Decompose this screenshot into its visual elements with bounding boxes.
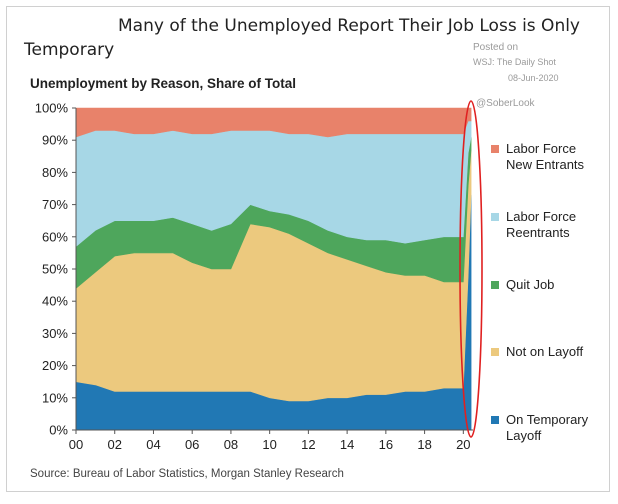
posted-source: WSJ: The Daily Shot — [473, 57, 556, 67]
x-axis: 00 02 04 06 08 10 12 14 16 18 20 — [69, 429, 473, 452]
x-tick-label: 02 — [107, 437, 121, 452]
y-tick-label: 100% — [35, 101, 69, 116]
twitter-handle: @SoberLook — [476, 98, 535, 109]
legend-swatch — [491, 213, 499, 221]
area-labor-force-new-entrants — [75, 107, 472, 138]
y-tick-label: 90% — [42, 133, 68, 148]
x-tick-label: 00 — [69, 437, 83, 452]
y-tick-label: 70% — [42, 197, 68, 212]
legend: Labor Force New Entrants Labor Force Reentr… — [491, 141, 589, 443]
legend-swatch — [491, 416, 499, 424]
legend-swatch — [491, 348, 499, 356]
y-tick-label: 30% — [42, 326, 68, 341]
y-tick-label: 20% — [42, 358, 68, 373]
chart-title-line-2: Temporary — [24, 40, 115, 60]
y-tick-label: 80% — [42, 165, 68, 180]
legend-item-reentrants: Labor Force Reentrants — [491, 209, 576, 240]
y-axis: 0% 10% 20% 30% 40% 50% 60% 70% 80% 90% 100% — [35, 101, 77, 438]
x-tick-label: 04 — [146, 437, 160, 452]
y-tick-label: 60% — [42, 229, 68, 244]
x-tick-label: 08 — [224, 437, 238, 452]
legend-label: Labor Force New Entrants — [506, 141, 585, 172]
chart-title-line-1: Many of the Unemployed Report Their Job … — [118, 16, 580, 36]
chart-areas — [75, 107, 472, 431]
legend-item-temporary-layoff: On Temporary Layoff — [491, 412, 589, 443]
y-tick-label: 40% — [42, 294, 68, 309]
y-tick-label: 0% — [49, 423, 68, 438]
legend-label: Labor Force Reentrants — [506, 209, 576, 240]
chart-frame — [6, 6, 610, 492]
legend-label: On Temporary Layoff — [506, 412, 589, 443]
posted-on-label: Posted on — [473, 42, 519, 53]
highlight-ellipse — [459, 100, 483, 438]
legend-label: Not on Layoff — [506, 344, 583, 359]
y-tick-label: 50% — [42, 262, 68, 277]
x-tick-label: 06 — [185, 437, 199, 452]
x-tick-label: 18 — [417, 437, 431, 452]
x-tick-label: 16 — [379, 437, 393, 452]
x-tick-label: 12 — [301, 437, 315, 452]
source-note: Source: Bureau of Labor Statistics, Morg… — [30, 468, 344, 480]
y-tick-label: 10% — [42, 390, 68, 405]
legend-swatch — [491, 145, 499, 153]
legend-item-not-on-layoff: Not on Layoff — [491, 344, 583, 359]
legend-label: Quit Job — [506, 277, 554, 292]
legend-item-new-entrants: Labor Force New Entrants — [491, 141, 585, 172]
legend-item-quit-job: Quit Job — [491, 277, 554, 292]
legend-swatch — [491, 281, 499, 289]
x-tick-label: 10 — [262, 437, 276, 452]
posted-date: 08-Jun-2020 — [508, 73, 559, 83]
x-tick-label: 20 — [456, 437, 470, 452]
x-tick-label: 14 — [340, 437, 354, 452]
chart-subtitle: Unemployment by Reason, Share of Total — [30, 76, 297, 91]
